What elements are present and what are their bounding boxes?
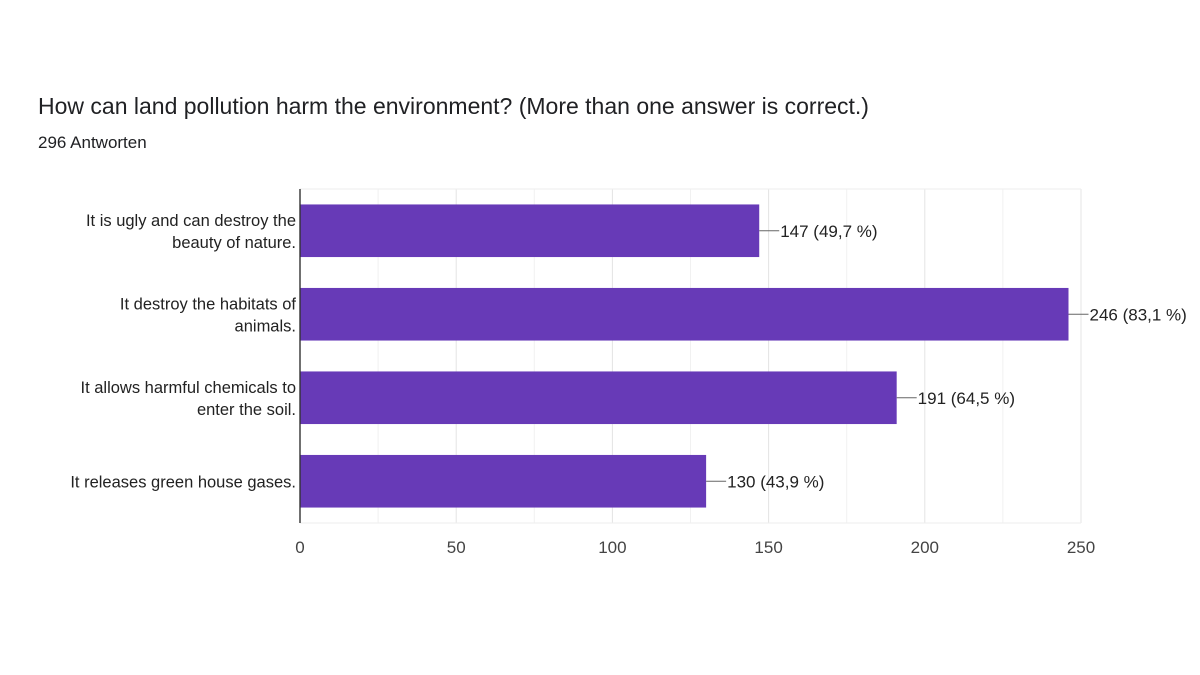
data-label: 191 (64,5 %) <box>918 389 1015 408</box>
bar <box>300 371 897 425</box>
bar <box>300 287 1069 341</box>
category-label: It is ugly and can destroy the <box>86 212 296 230</box>
category-label: beauty of nature. <box>172 234 296 252</box>
data-label: 130 (43,9 %) <box>727 472 824 491</box>
category-label: enter the soil. <box>197 401 296 419</box>
data-label: 246 (83,1 %) <box>1090 305 1187 324</box>
data-label: 147 (49,7 %) <box>780 222 877 241</box>
x-tick-label: 250 <box>1067 538 1095 557</box>
x-tick-label: 100 <box>598 538 626 557</box>
x-tick-label: 50 <box>447 538 466 557</box>
x-tick-label: 0 <box>295 538 304 557</box>
bar <box>300 454 707 508</box>
question-title: How can land pollution harm the environm… <box>38 93 869 119</box>
category-label: It destroy the habitats of <box>120 295 297 313</box>
category-label: It releases green house gases. <box>70 473 296 491</box>
category-label: animals. <box>235 317 296 335</box>
bar <box>300 204 760 258</box>
response-count: 296 Antworten <box>38 133 147 152</box>
category-label: It allows harmful chemicals to <box>81 379 297 397</box>
x-tick-label: 150 <box>754 538 782 557</box>
x-tick-label: 200 <box>911 538 939 557</box>
